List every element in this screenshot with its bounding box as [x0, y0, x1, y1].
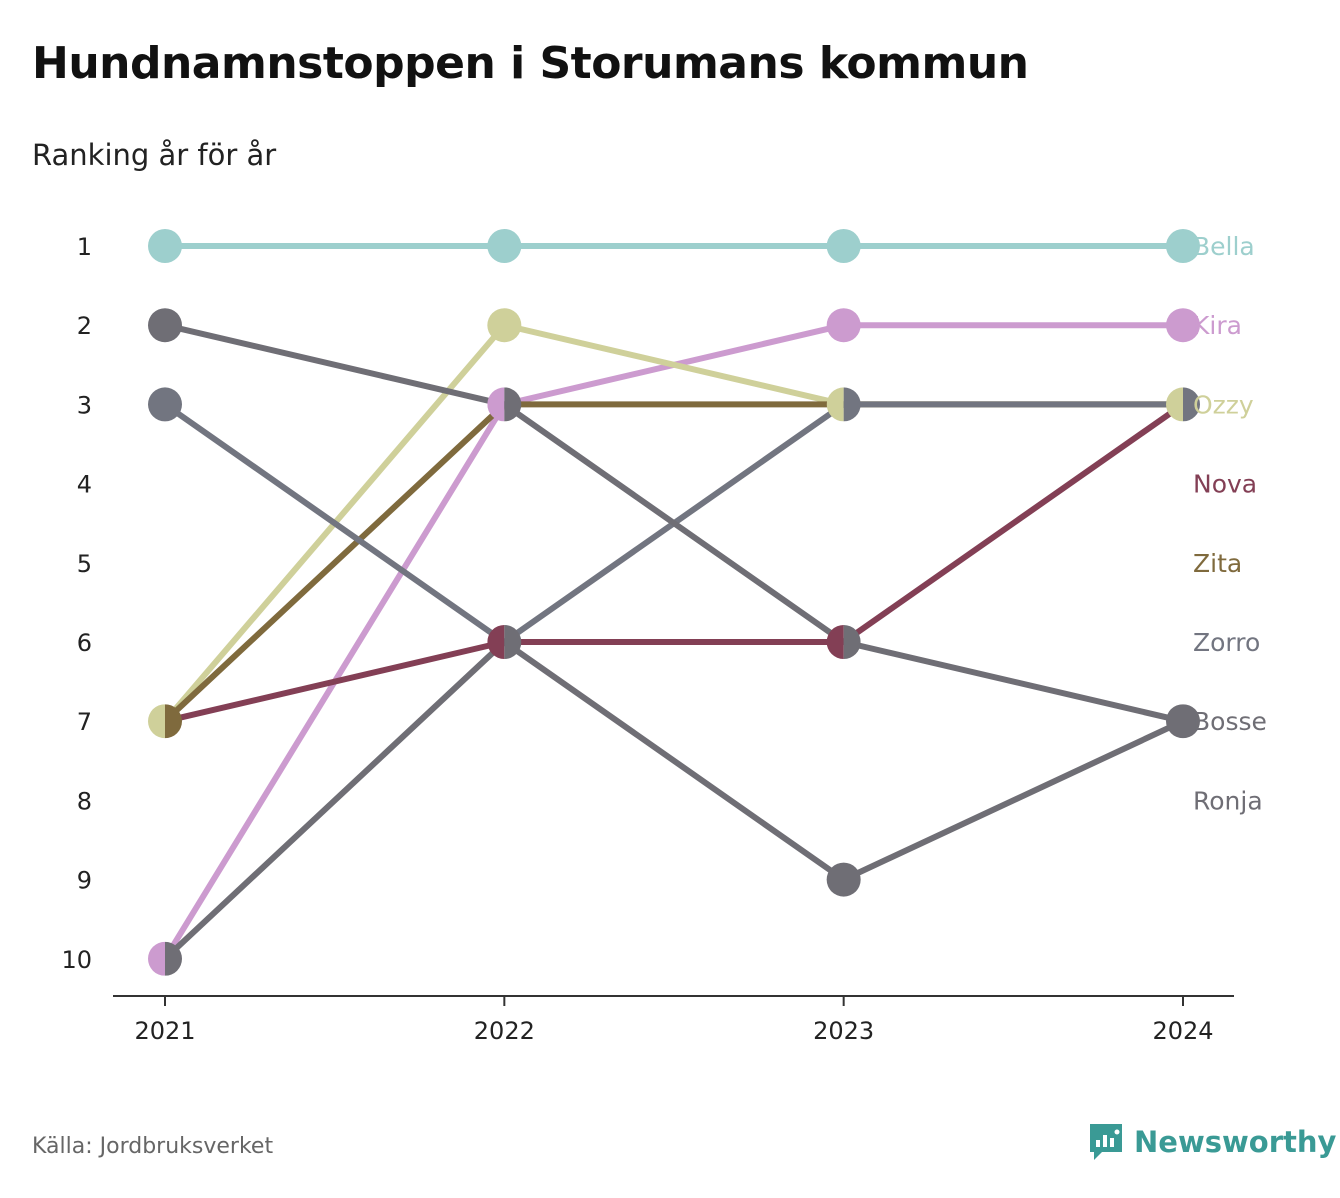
- point-bosse-2024: [1166, 704, 1183, 739]
- series-label-bosse: Bosse: [1193, 707, 1267, 736]
- dots-layer: [148, 229, 1200, 976]
- point-ronja-2023: [826, 862, 861, 897]
- y-tick-label-1: 1: [77, 233, 92, 261]
- point-ronja-2024: [1183, 704, 1200, 739]
- series-label-zorro: Zorro: [1193, 628, 1260, 657]
- series-label-zita: Zita: [1193, 549, 1242, 578]
- point-ronja-2021: [165, 941, 182, 976]
- y-tick-label-3: 3: [77, 391, 92, 419]
- chart-subtitle: Ranking år för år: [32, 138, 277, 172]
- point-kira-2024: [1166, 308, 1200, 343]
- source-note: Källa: Jordbruksverket: [32, 1134, 274, 1159]
- y-tick-label-8: 8: [77, 787, 92, 815]
- point-zita-2021: [165, 704, 182, 739]
- y-tick-label-9: 9: [77, 867, 92, 895]
- series-line-bosse: [162, 322, 1186, 725]
- series-label-nova: Nova: [1193, 470, 1257, 499]
- series-line-zita: [162, 401, 1186, 725]
- point-ozzy-2023: [826, 387, 844, 422]
- axis-layer: 1 2 3 4 5 6 7 8 9 10 2021 2022 2023 2024: [61, 233, 1234, 1045]
- point-nova-2022: [487, 625, 505, 659]
- y-tick-label-7: 7: [77, 708, 92, 736]
- point-bella-2021: [148, 229, 182, 263]
- lines-layer: [162, 243, 1186, 962]
- point-bella-2023: [826, 229, 861, 263]
- point-bosse-2022: [504, 387, 522, 422]
- y-tick-label-4: 4: [77, 471, 92, 499]
- newsworthy-icon: [1090, 1124, 1122, 1160]
- brand-logo[interactable]: Newsworthy: [1088, 1122, 1336, 1162]
- point-bosse-2023: [843, 625, 861, 659]
- series-line-nova: [162, 401, 1186, 725]
- point-kira-2023: [826, 308, 861, 343]
- point-nova-2023: [826, 625, 844, 659]
- y-tick-label-6: 6: [77, 629, 92, 657]
- x-tick-label-2021: 2021: [134, 1017, 195, 1045]
- point-ronja-2022: [504, 625, 522, 659]
- x-tick-label-2023: 2023: [813, 1017, 874, 1045]
- point-ozzy-2024: [1166, 387, 1183, 422]
- point-kira-2021: [148, 941, 165, 976]
- series-line-ronja: [162, 639, 1186, 962]
- y-tick-label-10: 10: [61, 946, 92, 974]
- point-bosse-2021: [148, 308, 182, 343]
- series-label-ronja: Ronja: [1193, 786, 1263, 815]
- point-zorro-2024: [1183, 387, 1200, 422]
- point-zorro-2023: [843, 387, 861, 422]
- x-tick-label-2024: 2024: [1152, 1017, 1213, 1045]
- y-tick-label-2: 2: [77, 312, 92, 340]
- series-label-kira: Kira: [1193, 311, 1242, 340]
- y-tick-label-5: 5: [77, 550, 92, 578]
- point-bella-2022: [487, 229, 522, 263]
- point-zorro-2021: [148, 387, 182, 422]
- brand-name: Newsworthy: [1134, 1125, 1337, 1159]
- x-tick-label-2022: 2022: [474, 1017, 535, 1045]
- point-ozzy-2021: [148, 704, 165, 739]
- series-label-ozzy: Ozzy: [1193, 390, 1254, 419]
- point-bella-2024: [1166, 229, 1200, 263]
- point-kira-2022: [487, 387, 505, 422]
- labels-layer: Bella Kira Ozzy Nova Zita Zorro Bosse Ronja: [1193, 232, 1267, 815]
- series-label-bella: Bella: [1193, 232, 1255, 261]
- point-ozzy-2022: [487, 308, 522, 343]
- chart-title: Hundnamnstoppen i Storumans kommun: [32, 38, 1029, 89]
